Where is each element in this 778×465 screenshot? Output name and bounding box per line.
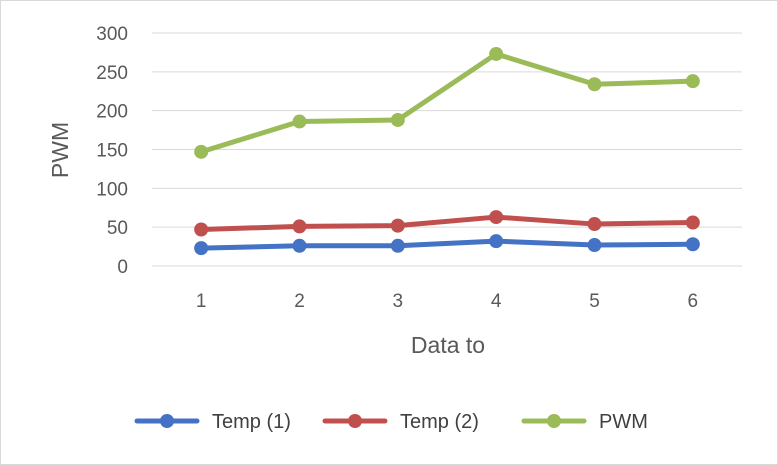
data-point: [587, 238, 602, 253]
legend-marker: [160, 414, 174, 428]
y-axis-title: PWM: [47, 122, 73, 178]
legend-entry: Temp (1): [134, 411, 291, 433]
y-tick-label: 200: [96, 102, 128, 123]
x-axis-title: Data to: [411, 332, 485, 358]
data-point: [194, 241, 209, 256]
data-point: [587, 77, 602, 92]
data-point: [489, 210, 504, 225]
x-axis-ticks: 1 2 3 4 5 6: [196, 291, 698, 312]
legend-label: PWM: [599, 411, 648, 433]
data-point: [685, 74, 700, 89]
legend-label: Temp (2): [400, 411, 479, 433]
data-point: [194, 144, 209, 159]
data-point: [489, 234, 504, 249]
series-line: [198, 214, 696, 232]
x-tick-label: 6: [688, 291, 699, 312]
y-tick-label: 0: [117, 257, 128, 278]
series-line: [198, 238, 696, 251]
series-temp-1: [194, 234, 700, 256]
legend-entry: Temp (2): [322, 411, 479, 433]
y-axis-ticks: 0 50 100 150 200 250 300: [96, 24, 128, 278]
data-point: [292, 238, 307, 253]
legend-marker: [348, 414, 362, 428]
series-temp-2: [194, 210, 700, 237]
data-point: [292, 114, 307, 129]
series-pwm: [194, 46, 700, 159]
data-point: [292, 219, 307, 234]
series-line: [198, 51, 696, 155]
y-tick-label: 250: [96, 63, 128, 84]
x-tick-label: 1: [196, 291, 207, 312]
x-tick-label: 3: [393, 291, 404, 312]
data-point: [390, 112, 405, 127]
x-tick-label: 4: [491, 291, 502, 312]
data-point: [685, 237, 700, 252]
legend-entry: PWM: [521, 411, 648, 433]
data-point: [390, 238, 405, 253]
series-layer: [194, 46, 700, 256]
y-tick-label: 50: [107, 218, 128, 239]
legend: Temp (1) Temp (2) PWM: [134, 411, 648, 433]
x-tick-label: 5: [589, 291, 600, 312]
data-point: [489, 46, 504, 61]
data-point: [685, 215, 700, 230]
data-point: [194, 222, 209, 237]
y-tick-label: 150: [96, 141, 128, 162]
data-point: [587, 217, 602, 232]
y-tick-label: 300: [96, 24, 128, 45]
y-tick-label: 100: [96, 179, 128, 200]
x-tick-label: 2: [294, 291, 305, 312]
legend-label: Temp (1): [212, 411, 291, 433]
legend-marker: [547, 414, 561, 428]
data-point: [390, 218, 405, 233]
